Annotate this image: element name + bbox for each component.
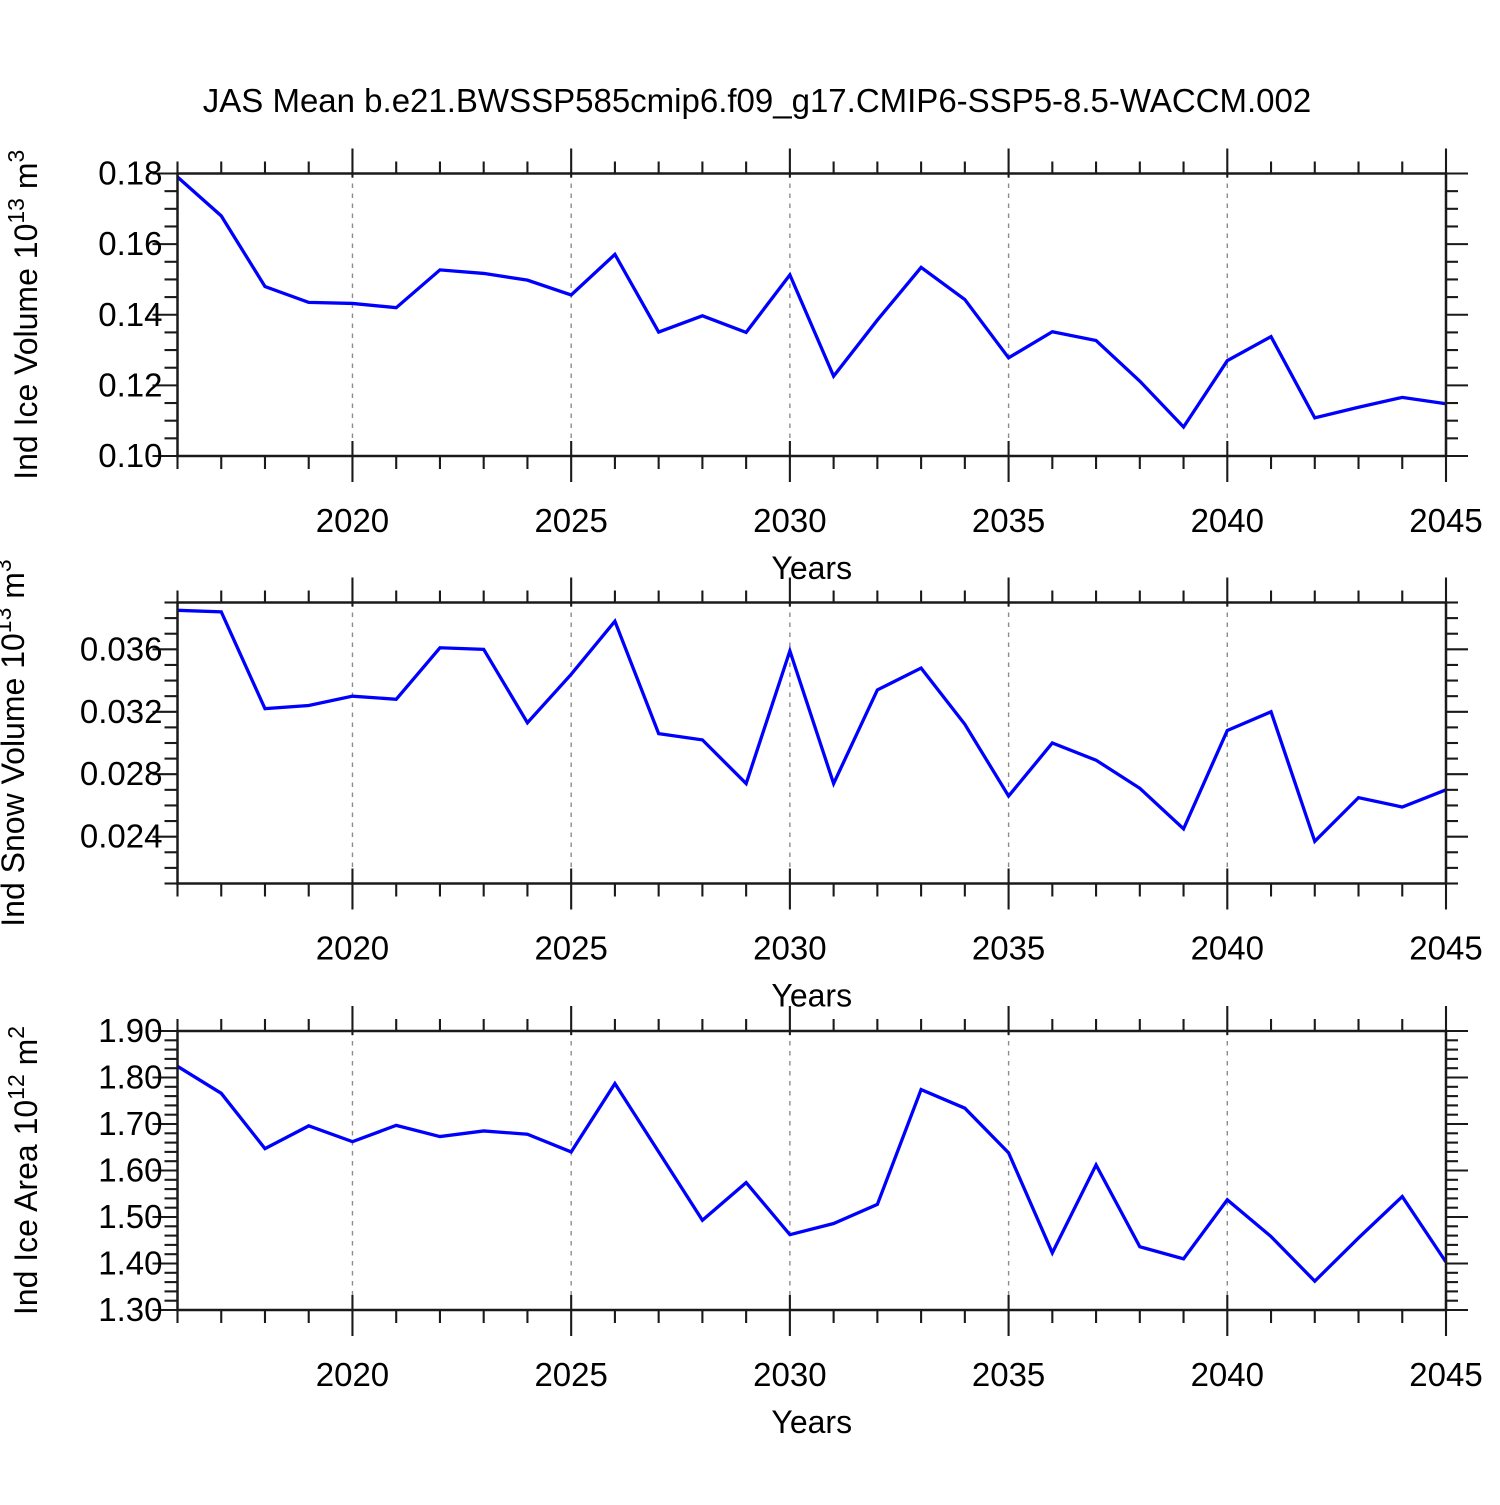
panel-border	[176, 172, 1448, 458]
y-tick-label: 1.40	[98, 1245, 162, 1282]
y-tick-label: 0.16	[98, 225, 162, 262]
chart-title: JAS Mean b.e21.BWSSP585cmip6.f09_g17.CMI…	[203, 82, 1311, 119]
x-tick-label: 2025	[534, 1356, 607, 1393]
y-axis-title-segment: m	[8, 1039, 44, 1075]
x-tick-label: 2045	[1409, 1356, 1482, 1393]
y-axis-title-superscript: 2	[3, 1026, 29, 1039]
y-axis-title-superscript: 12	[3, 1074, 29, 1100]
x-tick-label: 2020	[316, 1356, 389, 1393]
y-tick-label: 1.60	[98, 1152, 162, 1189]
y-tick-label: 1.50	[98, 1198, 162, 1235]
y-tick-label: 0.028	[80, 755, 163, 792]
x-tick-label: 2030	[753, 930, 826, 967]
x-tick-label: 2035	[972, 1356, 1045, 1393]
x-tick-label: 2045	[1409, 930, 1482, 967]
panel-border	[176, 601, 1448, 885]
y-axis-title-segment: Ind Ice Volume 10	[8, 224, 44, 480]
y-tick-label: 0.12	[98, 366, 162, 403]
x-tick-label: 2035	[972, 930, 1045, 967]
y-axis-title-superscript: 3	[0, 559, 16, 572]
x-tick-label: 2025	[534, 502, 607, 539]
x-tick-label: 2040	[1191, 1356, 1264, 1393]
x-tick-label: 2045	[1409, 502, 1482, 539]
x-tick-label: 2020	[316, 930, 389, 967]
y-tick-label: 1.90	[98, 1012, 162, 1049]
y-axis-title: Ind Ice Volume 1013 m3	[3, 150, 44, 480]
panel-border	[176, 1029, 1448, 1312]
y-axis-title-segment: Ind Snow Volume 10	[0, 633, 31, 927]
y-tick-label: 0.14	[98, 296, 162, 333]
y-axis-title-segment: Ind Ice Area 10	[8, 1100, 44, 1315]
y-tick-label: 0.18	[98, 155, 162, 192]
y-tick-label: 1.30	[98, 1291, 162, 1328]
series-line-panel-3	[176, 1064, 1448, 1284]
y-axis-title-superscript: 3	[3, 150, 29, 163]
x-tick-label: 2040	[1191, 502, 1264, 539]
x-tick-label: 2035	[972, 502, 1045, 539]
x-tick-label: 2025	[534, 930, 607, 967]
x-axis-title: Years	[771, 550, 852, 586]
x-tick-label: 2030	[753, 502, 826, 539]
y-axis-title-segment: m	[8, 162, 44, 198]
x-tick-label: 2030	[753, 1356, 826, 1393]
x-tick-label: 2020	[316, 502, 389, 539]
y-tick-label: 0.032	[80, 693, 163, 730]
y-axis-title-segment: m	[0, 572, 31, 608]
x-tick-label: 2040	[1191, 930, 1264, 967]
y-tick-label: 1.80	[98, 1059, 162, 1096]
x-axis-title: Years	[771, 978, 852, 1014]
y-tick-label: 0.036	[80, 630, 163, 667]
y-tick-label: 0.024	[80, 818, 163, 855]
y-axis-title-superscript: 13	[3, 198, 29, 224]
y-axis-title: Ind Ice Area 1012 m2	[3, 1026, 44, 1315]
series-line-panel-2	[177, 608, 1447, 845]
y-tick-label: 0.10	[98, 437, 162, 474]
y-axis-title-superscript: 13	[0, 608, 16, 634]
y-tick-label: 1.70	[98, 1105, 162, 1142]
y-axis-title: Ind Snow Volume 1013 m3	[0, 559, 31, 926]
series-line-panel-1	[176, 175, 1447, 430]
x-axis-title: Years	[771, 1404, 852, 1440]
